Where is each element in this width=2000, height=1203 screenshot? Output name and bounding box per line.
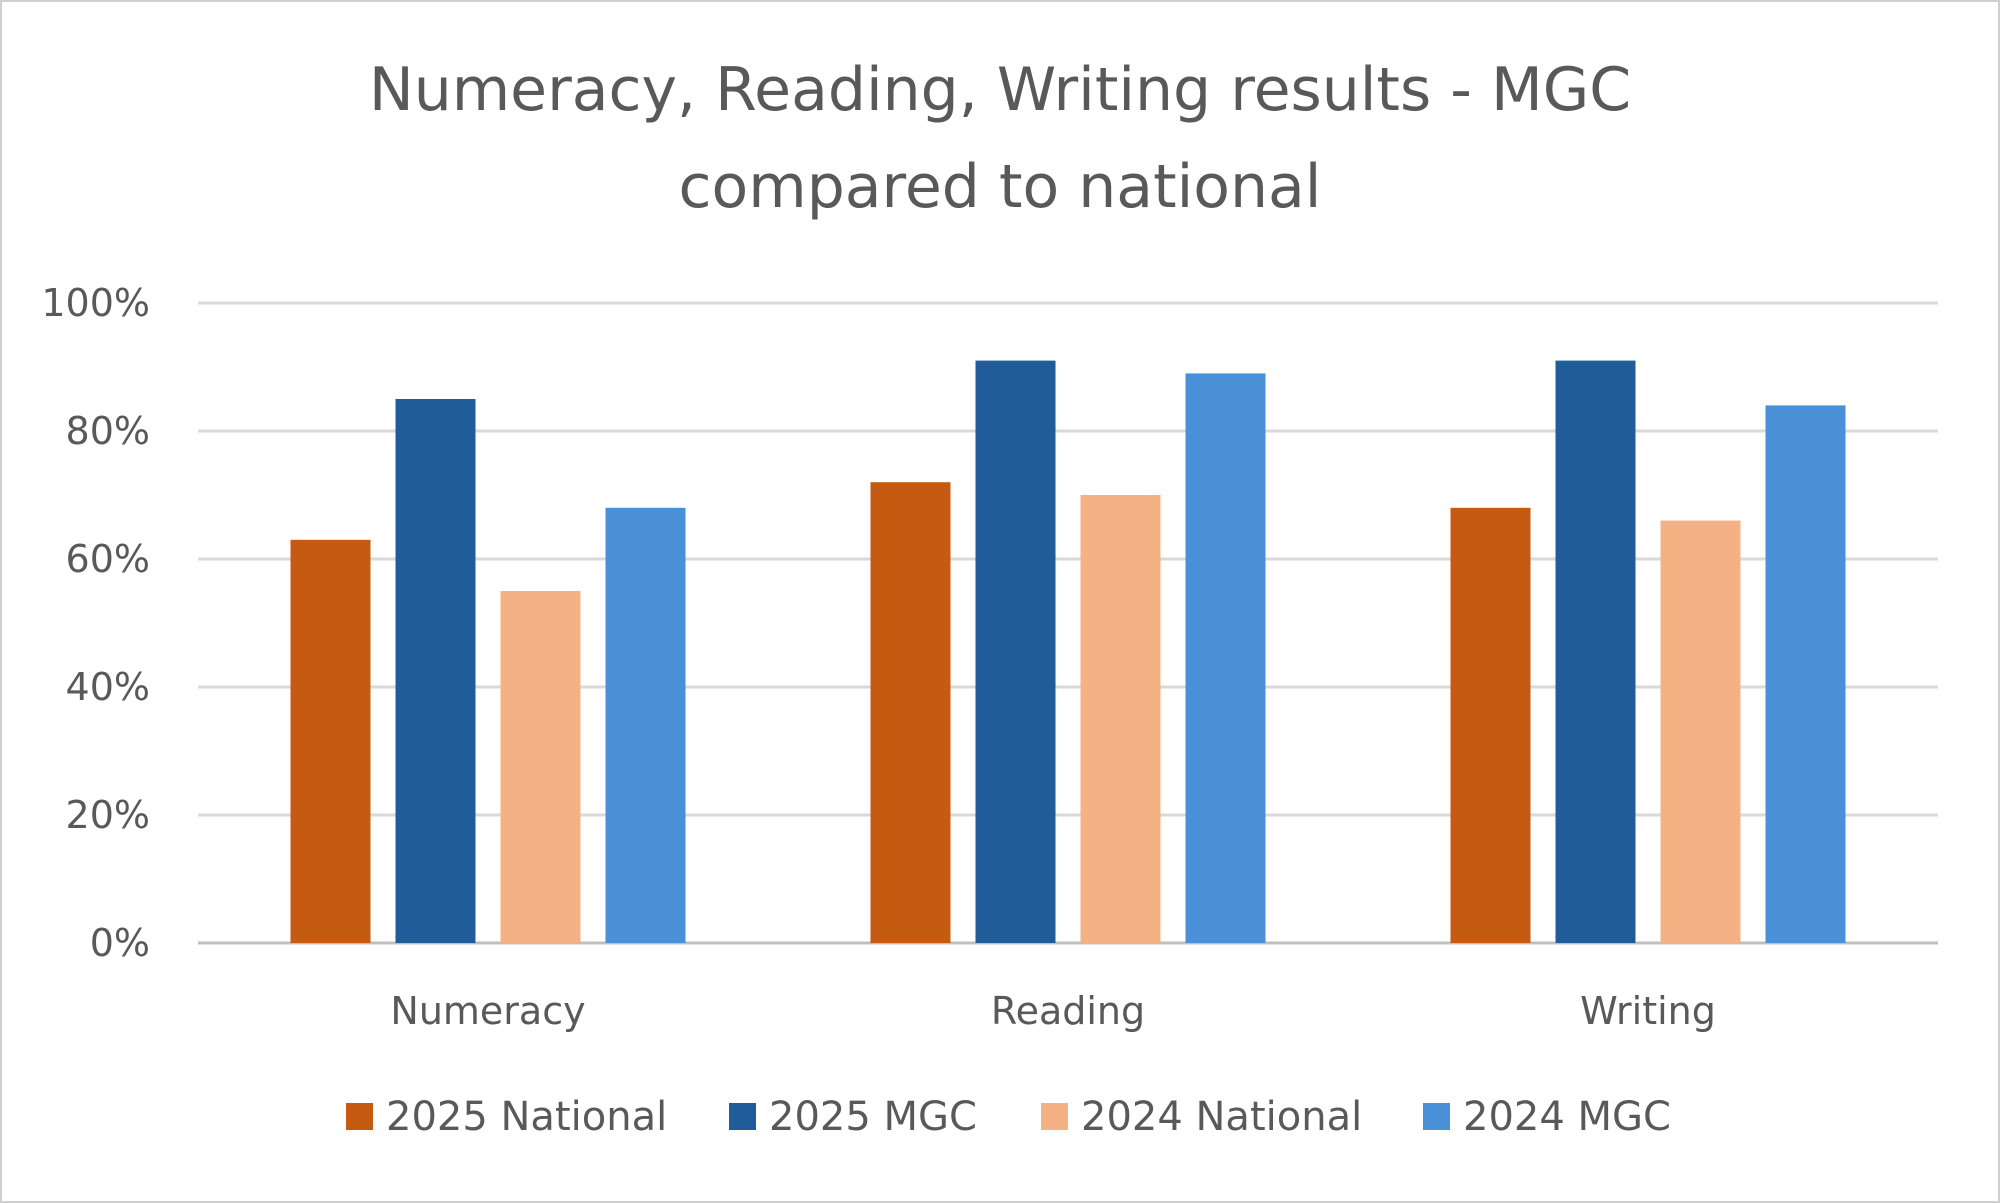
bar-writing-2025-mgc [1555,360,1636,944]
x-category-label: Writing [1580,989,1716,1033]
x-axis-categories: Numeracy Reading Writing [390,989,1715,1033]
legend-label: 2024 MGC [1463,1094,1671,1140]
y-tick-label: 40% [66,665,150,709]
bar-reading-2025-mgc [975,360,1056,944]
y-tick-label: 0% [90,921,150,965]
bar-numeracy-2025-mgc [395,399,476,943]
legend-swatch [1423,1103,1450,1130]
y-tick-label: 80% [66,409,150,453]
y-tick-label: 100% [41,281,150,325]
bar-writing-2024-mgc [1765,405,1846,943]
y-tick-label: 60% [66,537,150,581]
legend-label: 2024 National [1081,1094,1362,1140]
bar-numeracy-2024-national [500,591,581,943]
bar-writing-2024-national [1660,520,1741,943]
bar-numeracy-2025-national [290,539,371,943]
legend-swatch [346,1103,373,1130]
bar-reading-2024-mgc [1185,373,1266,943]
legend-swatch [1041,1103,1068,1130]
bar-numeracy-2024-mgc [605,507,686,943]
y-tick-label: 20% [66,793,150,837]
bar-reading-2025-national [870,482,951,943]
x-category-label: Numeracy [390,989,585,1033]
legend: 2025 National 2025 MGC 2024 National 2024 M… [346,1094,1671,1140]
legend-swatch [729,1103,756,1130]
bars [290,360,1846,944]
gridlines [198,301,1938,945]
legend-label: 2025 MGC [769,1094,977,1140]
x-category-label: Reading [991,989,1145,1033]
y-axis-ticks: 0% 20% 40% 60% 80% 100% [41,281,150,965]
chart-title: Numeracy, Reading, Writing results - MGC… [369,55,1631,222]
bar-writing-2025-national [1450,507,1531,943]
chart-title-line-1: Numeracy, Reading, Writing results - MGC [369,55,1631,125]
chart-title-line-2: compared to national [679,152,1322,222]
legend-label: 2025 National [386,1094,667,1140]
bar-reading-2024-national [1080,495,1161,943]
